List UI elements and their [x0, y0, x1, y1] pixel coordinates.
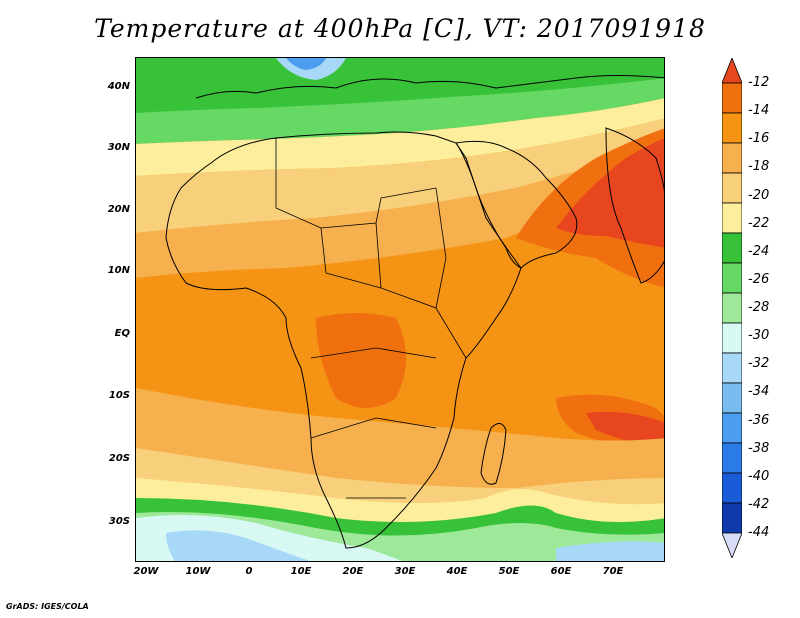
colorbar-label: -40: [748, 468, 770, 484]
colorbar-label: -36: [748, 412, 770, 428]
colorbar-cell: [722, 202, 742, 234]
lon-label-50e: 50E: [498, 566, 520, 577]
lat-label-eq: EQ: [114, 328, 130, 339]
lat-label-40n: 40N: [107, 81, 130, 92]
lon-label-70e: 70E: [602, 566, 624, 577]
colorbar-cell: [722, 322, 742, 354]
colorbar-label: -12: [748, 75, 770, 90]
colorbar-cell: [722, 472, 742, 504]
alps-coldest-spot: [286, 58, 326, 70]
colorbar-cell: [722, 142, 742, 174]
arabia-hot-zone: [556, 138, 664, 248]
lat-label-20n: 20N: [107, 204, 130, 215]
colorbar-cell: [722, 442, 742, 474]
north-cold-band: [136, 58, 664, 113]
colorbar: [722, 58, 742, 558]
colorbar-label: -34: [748, 384, 770, 400]
colorbar-bottom-arrow: [722, 532, 742, 558]
lon-label-0: 0: [245, 566, 253, 577]
lat-label-20s: 20S: [108, 453, 130, 464]
colorbar-label: -14: [748, 103, 770, 119]
sahara-band: [136, 148, 664, 278]
madagascar-coastline: [480, 423, 507, 485]
lon-label-10e: 10E: [290, 566, 312, 577]
colorbar-cell: [722, 412, 742, 444]
lon-label-10w: 10W: [185, 566, 211, 577]
lat-label-30s: 30S: [108, 516, 130, 527]
colorbar-label: -44: [748, 525, 770, 540]
colorbar-label: -30: [748, 328, 770, 344]
lon-label-60e: 60E: [550, 566, 572, 577]
map-title: Temperature at 400hPa [C], VT: 201709191…: [94, 14, 706, 43]
colorbar-cell: [722, 502, 742, 534]
lat-label-10s: 10S: [108, 390, 130, 401]
india-coastline: [605, 127, 664, 284]
north-warm-band: [136, 118, 664, 233]
colorbar-label: -32: [748, 356, 770, 372]
lon-label-40e: 40E: [446, 566, 468, 577]
temperature-map: [135, 57, 665, 562]
colorbar-cell: [722, 352, 742, 384]
colorbar-cell: [722, 112, 742, 144]
colorbar-label: -20: [748, 187, 770, 203]
southeast-cold-patch: [556, 541, 664, 561]
colorbar-label: -22: [748, 215, 770, 231]
south-colder-patch: [166, 530, 311, 561]
lat-label-30n: 30N: [107, 142, 130, 153]
lon-label-20e: 20E: [342, 566, 364, 577]
colorbar-cell: [722, 172, 742, 204]
colorbar-label: -16: [748, 131, 770, 147]
central-africa-warm: [316, 313, 406, 408]
colorbar-cell: [722, 262, 742, 294]
north-transition: [136, 98, 664, 176]
colorbar-cell: [722, 82, 742, 114]
europe-coastline: [195, 75, 664, 99]
colorbar-label: -42: [748, 496, 770, 512]
indian-ocean-hot: [586, 411, 664, 448]
grads-credit: GrADS: IGES/COLA: [6, 602, 89, 611]
colorbar-top-arrow: [722, 58, 742, 84]
colorbar-label: -26: [748, 271, 770, 287]
colorbar-label: -38: [748, 440, 770, 456]
lon-label-20w: 20W: [133, 566, 159, 577]
lon-label-30e: 30E: [394, 566, 416, 577]
colorbar-label: -18: [748, 159, 770, 175]
colorbar-label: -24: [748, 243, 770, 259]
colorbar-label: -28: [748, 300, 770, 315]
arabia-coastline: [455, 140, 578, 269]
lat-label-10n: 10N: [107, 265, 130, 276]
colorbar-cell: [722, 382, 742, 414]
colorbar-cell: [722, 232, 742, 264]
country-borders: [275, 138, 467, 499]
colorbar-cell: [722, 292, 742, 324]
